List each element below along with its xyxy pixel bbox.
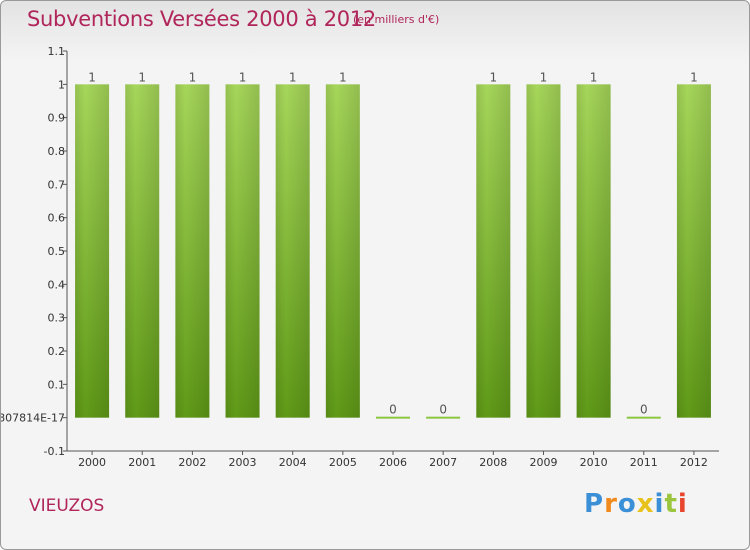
data-label-2001: 1 [138, 70, 146, 84]
y-tick-label: 0.4 [48, 278, 66, 291]
chart-subtitle: (en milliers d'€) [353, 13, 440, 26]
x-tick-label: 2012 [680, 456, 708, 469]
x-tick-label: 2006 [379, 456, 407, 469]
data-label-2002: 1 [189, 70, 197, 84]
chart-bars [75, 84, 711, 419]
x-tick-label: 2009 [529, 456, 557, 469]
data-label-2006: 0 [389, 403, 397, 417]
logo-letter: P [584, 489, 605, 519]
bar-shade-2000 [75, 84, 110, 418]
logo-letter: x [636, 489, 655, 519]
x-tick-label: 2005 [329, 456, 357, 469]
y-tick-label: 1.3877787807814E-17 [1, 412, 65, 425]
bar-shade-2008 [476, 84, 511, 418]
y-tick-label: 0.1 [48, 378, 66, 391]
data-label-2005: 1 [339, 70, 347, 84]
logo-letter: r [604, 489, 618, 519]
x-tick-label: 2003 [229, 456, 257, 469]
y-tick-label: 0.5 [48, 245, 66, 258]
y-tick-label: 0.3 [48, 312, 66, 325]
bar-2011 [626, 416, 661, 419]
y-tick-label: 0.6 [48, 212, 66, 225]
y-tick-label: 0.8 [48, 145, 66, 158]
data-label-2010: 1 [590, 70, 598, 84]
logo-letter: t [664, 489, 678, 519]
bar-shade-2005 [325, 84, 360, 418]
x-tick-label: 2011 [630, 456, 658, 469]
commune-name: VIEUZOS [29, 496, 105, 516]
data-label-2004: 1 [289, 70, 297, 84]
bar-shade-2012 [676, 84, 711, 418]
x-tick-label: 2002 [178, 456, 206, 469]
bar-shade-2002 [175, 84, 210, 418]
x-tick-label: 2000 [78, 456, 106, 469]
x-tick-label: 2007 [429, 456, 457, 469]
x-tick-label: 2004 [279, 456, 307, 469]
bar-shade-2009 [526, 84, 561, 418]
y-tick-label: 1.1 [48, 45, 66, 58]
x-tick-label: 2001 [128, 456, 156, 469]
y-tick-label: 0.9 [48, 112, 66, 125]
data-label-2000: 1 [88, 70, 96, 84]
chart-data-labels: 1 1 1 1 1 1 0 0 1 1 1 0 1 [88, 70, 697, 416]
y-tick-label: 1 [58, 78, 65, 91]
proxiti-logo: Proxiti [584, 489, 688, 519]
logo-letter: i [654, 489, 665, 519]
data-label-2007: 0 [439, 403, 447, 417]
bar-shade-2004 [275, 84, 310, 418]
logo-letter: o [617, 489, 637, 519]
bar-2007 [426, 416, 461, 419]
chart-axes: -0.1 1.3877787807814E-17 0.1 0.2 0.3 0.4 0.5 0.… [1, 45, 719, 469]
bar-2006 [376, 416, 410, 419]
x-tick-label: 2008 [479, 456, 507, 469]
x-tick-label: 2010 [580, 456, 608, 469]
bar-shade-2010 [576, 84, 611, 418]
y-tick-label: -0.1 [44, 445, 65, 458]
bar-shade-2001 [125, 84, 160, 418]
data-label-2011: 0 [640, 403, 648, 417]
data-label-2008: 1 [489, 70, 497, 84]
data-label-2009: 1 [540, 70, 548, 84]
chart-title: Subventions Versées 2000 à 2012 [27, 7, 376, 31]
y-tick-label: 0.7 [48, 178, 66, 191]
data-label-2003: 1 [239, 70, 247, 84]
data-label-2012: 1 [690, 70, 698, 84]
logo-letter: i [677, 489, 688, 519]
bar-shade-2003 [225, 84, 260, 418]
y-tick-label: 0.2 [48, 345, 66, 358]
